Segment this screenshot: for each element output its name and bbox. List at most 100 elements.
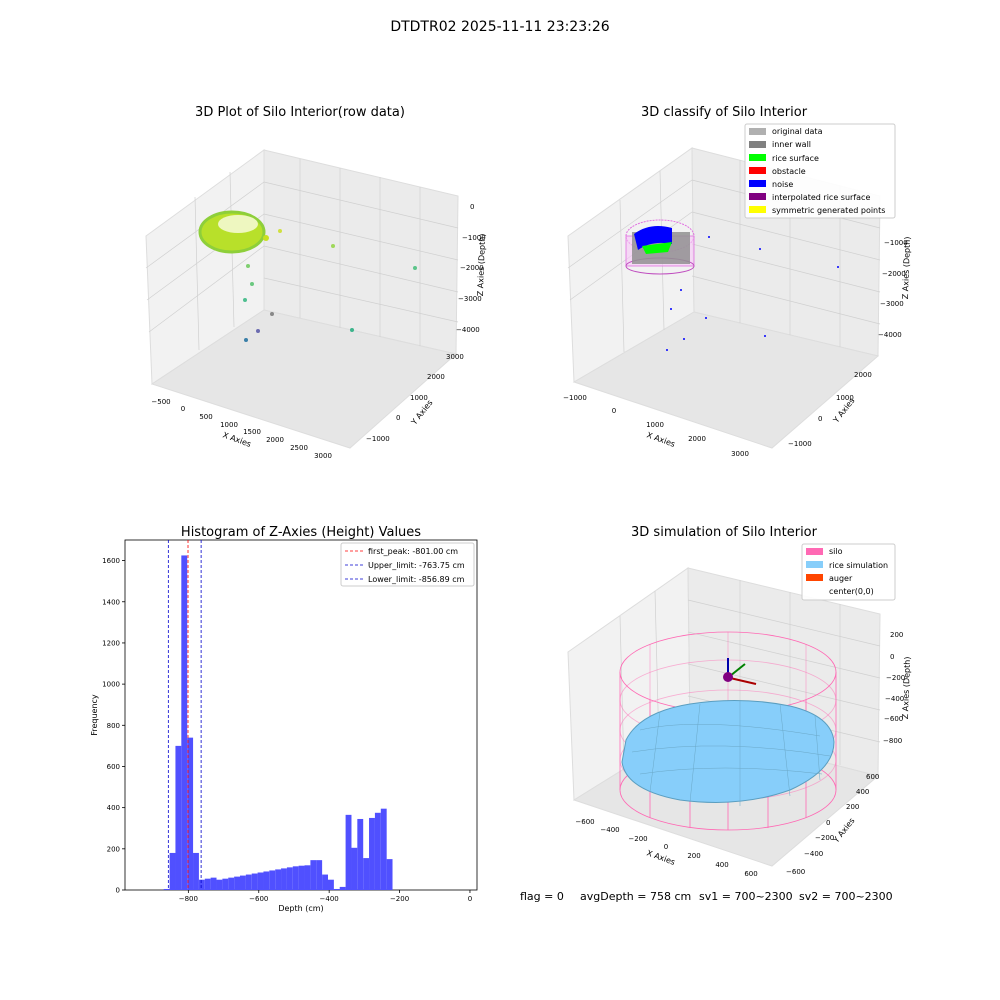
tick-label: 0 xyxy=(818,415,822,423)
raw-point xyxy=(413,266,417,270)
tick-label: −1000 xyxy=(563,394,587,402)
raw-ylabel: Y Axies xyxy=(409,398,435,427)
tick-label: 0 xyxy=(181,405,185,413)
legend-frame xyxy=(744,123,896,219)
raw-ring-inner xyxy=(218,215,258,233)
hist-bar xyxy=(216,879,223,890)
panel-classify-3d: 3D classify of Silo Interior xyxy=(563,105,912,458)
tick-label: −200 xyxy=(628,835,647,843)
cls-legend: original data inner wall rice surface ob… xyxy=(744,123,896,219)
legend-label: noise xyxy=(772,180,793,189)
hist-bar xyxy=(181,555,188,890)
hist-bar xyxy=(374,812,381,890)
raw-data-points xyxy=(198,210,417,342)
tick-label: 1000 xyxy=(220,421,238,429)
tick-label: −600 xyxy=(575,818,594,826)
tick-label: 0 xyxy=(890,653,894,661)
tick-label: 400 xyxy=(107,804,120,812)
tick-label: 3000 xyxy=(446,353,464,361)
legend-swatch-obstacle xyxy=(749,167,766,174)
tick-label: 3000 xyxy=(314,452,332,460)
tick-label: −1000 xyxy=(788,440,812,448)
raw-point xyxy=(243,298,247,302)
tick-label: 200 xyxy=(890,631,903,639)
hist-bar xyxy=(169,852,176,890)
tick-label: 500 xyxy=(199,413,212,421)
legend-label: inner wall xyxy=(772,140,811,149)
hist-legend: first_peak: -801.00 cm Upper_limit: -763… xyxy=(340,542,475,587)
tick-label: 0 xyxy=(612,407,616,415)
footer-flag: flag = 0 xyxy=(520,890,564,903)
tick-label: −1000 xyxy=(462,234,486,242)
panel-raw-3d: 3D Plot of Silo Interior(row data) xyxy=(145,105,487,460)
tick-label: −600 xyxy=(786,868,805,876)
hist-bar xyxy=(281,868,287,890)
raw-grid xyxy=(145,159,459,351)
legend-label: rice surface xyxy=(772,154,819,163)
sim-x-ticks: −600 −400 −200 0 200 400 600 xyxy=(575,818,757,878)
figure-title: DTDTR02 2025-11-11 23:23:26 xyxy=(390,19,609,35)
tick-label: 200 xyxy=(687,852,700,860)
raw-point xyxy=(246,264,250,268)
hist-bar xyxy=(292,866,299,890)
panel-raw-title: 3D Plot of Silo Interior(row data) xyxy=(195,105,405,120)
hist-bar xyxy=(327,879,334,890)
raw-point xyxy=(270,312,274,316)
tick-label: −200 xyxy=(886,674,905,682)
hist-bar xyxy=(204,878,211,890)
tick-label: 0 xyxy=(396,414,400,422)
cls-noise-point xyxy=(670,308,672,310)
raw-point xyxy=(263,235,269,241)
tick-label: 600 xyxy=(866,773,879,781)
hist-bar xyxy=(351,847,358,890)
tick-label: −400 xyxy=(320,895,339,903)
hist-bar xyxy=(222,878,229,890)
tick-label: 0 xyxy=(470,203,474,211)
hist-bar xyxy=(269,870,276,890)
hist-bar xyxy=(228,877,235,890)
hist-x-ticks: −800 −600 −400 −200 0 xyxy=(179,890,472,903)
tick-label: 1000 xyxy=(410,394,428,402)
hist-bar xyxy=(193,852,199,890)
cls-noise-point xyxy=(764,335,766,337)
cls-y-ticks: −1000 0 1000 2000 xyxy=(788,371,872,448)
legend-frame xyxy=(801,543,896,601)
tick-label: 600 xyxy=(744,870,757,878)
hist-bar xyxy=(357,818,364,890)
tick-label: 2500 xyxy=(290,444,308,452)
hist-bar xyxy=(380,808,387,890)
tick-label: 1400 xyxy=(102,598,120,606)
tick-label: 3000 xyxy=(731,450,749,458)
hist-ylabel: Frequency xyxy=(90,694,99,736)
cls-noise-point xyxy=(837,266,839,268)
tick-label: −400 xyxy=(885,695,904,703)
hist-bar xyxy=(322,874,328,890)
cls-x-ticks: −1000 0 1000 2000 3000 xyxy=(563,394,749,458)
hist-bar xyxy=(251,873,258,890)
cls-xlabel: X Axies xyxy=(645,430,676,449)
panel-histogram: Histogram of Z-Axies (Height) Values 0 20… xyxy=(90,525,478,913)
sim-title: 3D simulation of Silo Interior xyxy=(631,525,818,540)
legend-frame xyxy=(340,542,475,587)
tick-label: 200 xyxy=(846,803,859,811)
sim-legend: silo rice simulation auger center(0,0) xyxy=(801,543,896,601)
tick-label: −3000 xyxy=(880,300,904,308)
legend-label: first_peak: -801.00 cm xyxy=(368,547,458,556)
hist-bar xyxy=(310,860,317,890)
hist-bar xyxy=(163,888,170,890)
sim-z-ticks: 200 0 −200 −400 −600 −800 xyxy=(883,631,905,745)
legend-label: Lower_limit: -856.89 cm xyxy=(368,575,465,584)
tick-label: 0 xyxy=(468,895,472,903)
legend-label: original data xyxy=(772,127,823,136)
raw-y-ticks: −1000 0 1000 2000 3000 xyxy=(366,353,464,443)
cls-noise-point xyxy=(708,236,710,238)
tick-label: 800 xyxy=(107,722,120,730)
raw-point xyxy=(331,244,335,248)
hist-bar xyxy=(275,869,282,890)
tick-label: −600 xyxy=(884,715,903,723)
tick-label: −400 xyxy=(600,826,619,834)
legend-swatch-rice-surface xyxy=(749,154,766,161)
legend-label: interpolated rice surface xyxy=(772,193,870,202)
tick-label: 2000 xyxy=(854,371,872,379)
